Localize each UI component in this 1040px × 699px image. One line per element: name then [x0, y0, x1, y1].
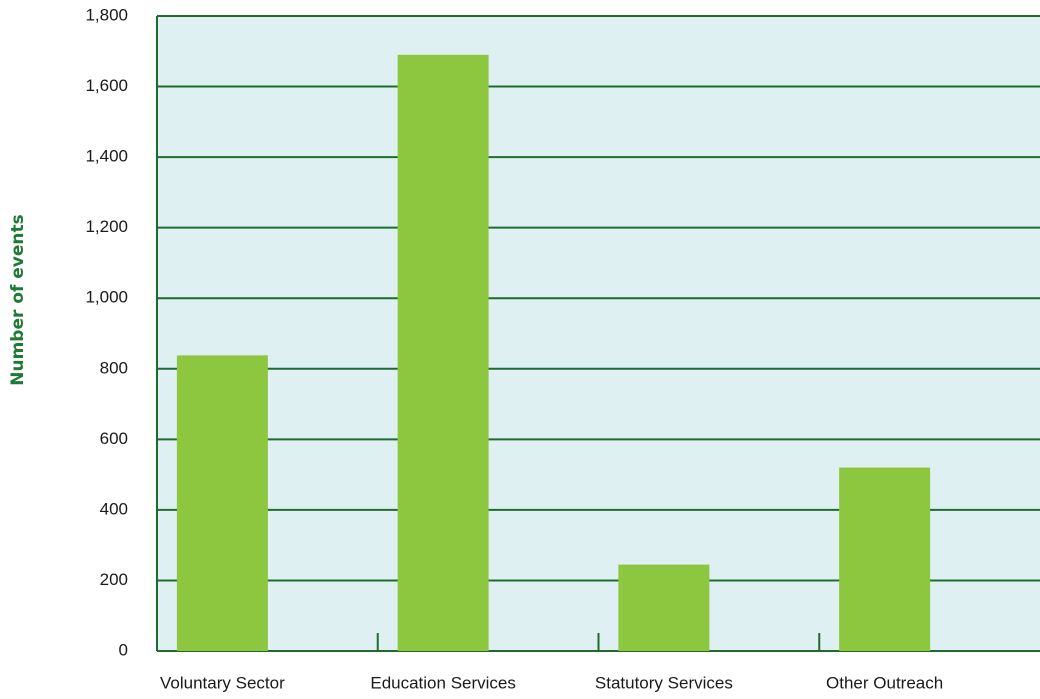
y-tick-label: 0 [119, 640, 128, 659]
y-axis-label: Number of events [8, 214, 28, 386]
y-tick-label: 1,200 [85, 217, 128, 236]
bar [839, 467, 931, 651]
y-tick-label: 1,400 [85, 147, 128, 166]
y-tick-label: 1,000 [85, 288, 128, 307]
bar [176, 355, 268, 651]
y-tick-label: 800 [100, 358, 128, 377]
y-tick-label: 1,600 [85, 76, 128, 95]
bar [397, 54, 489, 652]
y-tick-label: 200 [100, 570, 128, 589]
y-tick-label: 400 [100, 499, 128, 518]
x-tick-label: Statutory Services [595, 673, 733, 692]
x-tick-label: Education Services [370, 673, 516, 692]
x-tick-label: Other Outreach [826, 673, 943, 692]
y-tick-label: 600 [100, 429, 128, 448]
bar [618, 564, 710, 651]
x-tick-label: Voluntary Sector [160, 673, 285, 692]
y-tick-label: 1,800 [85, 5, 128, 24]
